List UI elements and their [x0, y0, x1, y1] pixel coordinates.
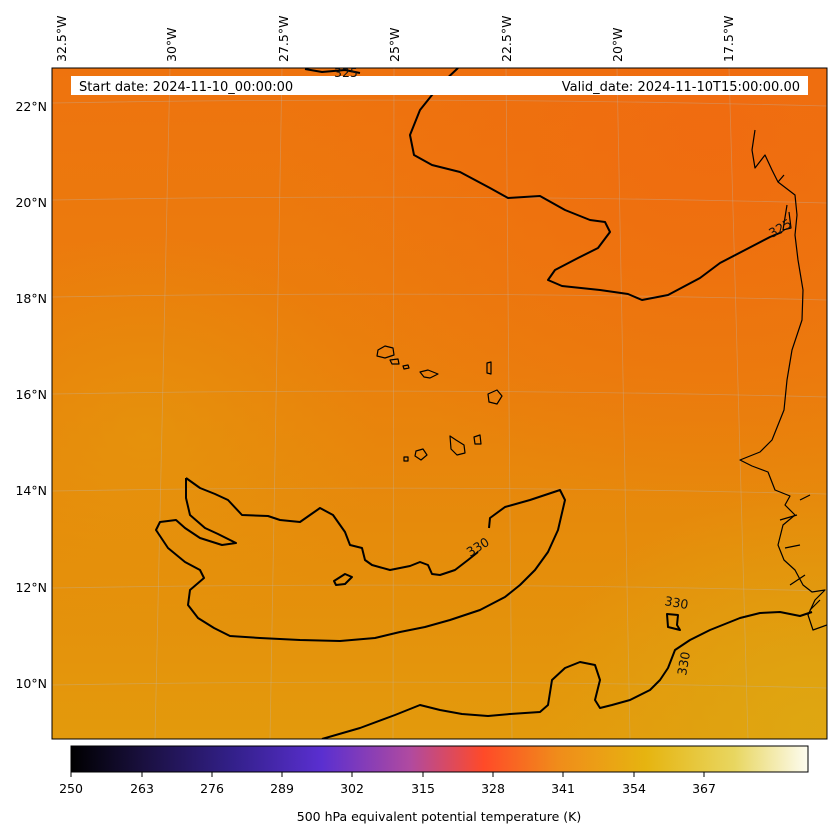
valid-date-label: Valid_date: 2024-11-10T15:00:00.00 [562, 80, 800, 95]
colorbar-tick-label: 328 [481, 781, 505, 796]
colorbar-tick-label: 302 [340, 781, 364, 796]
colorbar-title: 500 hPa equivalent potential temperature… [297, 809, 581, 824]
colorbar-ticks [70, 772, 705, 777]
start-date-label: Start date: 2024-11-10_00:00:00 [79, 80, 293, 95]
lat-tick-label: 16°N [15, 387, 47, 402]
africa-coastline [739, 129, 827, 631]
lat-tick-label: 20°N [15, 195, 47, 210]
cape-verde-maio [473, 434, 482, 445]
lon-tick-label: 32.5°W [54, 16, 69, 62]
colorbar-tick-label: 276 [200, 781, 224, 796]
contour-330-west [155, 478, 566, 642]
lon-tick-label: 20°W [610, 27, 625, 62]
contour-330-west-upper [185, 477, 479, 576]
graticule [52, 68, 827, 739]
west-patch-shading [52, 68, 827, 739]
map-area[interactable] [52, 68, 827, 739]
cape-verde-sao-vicente [389, 358, 400, 365]
coastlines [376, 129, 827, 631]
cape-verde-santo-antao [376, 345, 395, 359]
lat-tick-label: 22°N [15, 99, 47, 114]
contour-lines [155, 68, 813, 739]
contour-330-islet [333, 573, 353, 586]
cape-verde-boa-vista [487, 389, 503, 405]
lon-tick-label: 27.5°W [276, 16, 291, 62]
lon-tick-label: 17.5°W [721, 16, 736, 62]
contour-label: 330 [674, 650, 693, 676]
header-box: Start date: 2024-11-10_00:00:00 Valid_da… [71, 76, 808, 95]
map-frame [51, 67, 828, 740]
colorbar-gradient [70, 745, 809, 773]
colorbar-tick-label: 341 [551, 781, 575, 796]
colorbar-tick-label: 315 [411, 781, 435, 796]
colorbar-tick-label: 289 [270, 781, 294, 796]
colorbar-tick-label: 263 [130, 781, 154, 796]
latitude-ticks: 22°N 20°N 18°N 16°N 14°N 12°N 10°N [15, 99, 47, 691]
lat-tick-label: 14°N [15, 483, 47, 498]
colorbar-tick-label: 354 [622, 781, 646, 796]
cape-verde-santiago [449, 435, 466, 456]
colorbar-tick-label: 367 [692, 781, 716, 796]
lat-tick-label: 12°N [15, 580, 47, 595]
contour-label: 330 [663, 593, 689, 612]
cape-verde-brava [403, 456, 409, 462]
lon-tick-label: 22.5°W [499, 16, 514, 62]
contour-325-top [304, 68, 361, 74]
cape-verde-sal [486, 361, 492, 375]
contour-330-small [666, 613, 681, 631]
lon-tick-label: 30°W [164, 27, 179, 62]
cape-verde-santa-luzia [402, 364, 410, 370]
contour-label: 325 [334, 65, 358, 80]
lat-tick-label: 10°N [15, 676, 47, 691]
africa-coast-detail [777, 174, 821, 611]
contour-325-north [409, 68, 783, 301]
cape-verde-fogo [414, 448, 428, 461]
lon-tick-label: 25°W [387, 27, 402, 62]
contour-330-south [321, 611, 813, 739]
colorbar-tick-label: 250 [59, 781, 83, 796]
colorbar: 250 263 276 289 302 315 328 341 354 367 … [59, 745, 809, 824]
longitude-ticks: 32.5°W 30°W 27.5°W 25°W 22.5°W 20°W 17.5… [54, 16, 736, 62]
lat-tick-label: 18°N [15, 291, 47, 306]
cape-verde-sao-nicolau [419, 369, 439, 379]
